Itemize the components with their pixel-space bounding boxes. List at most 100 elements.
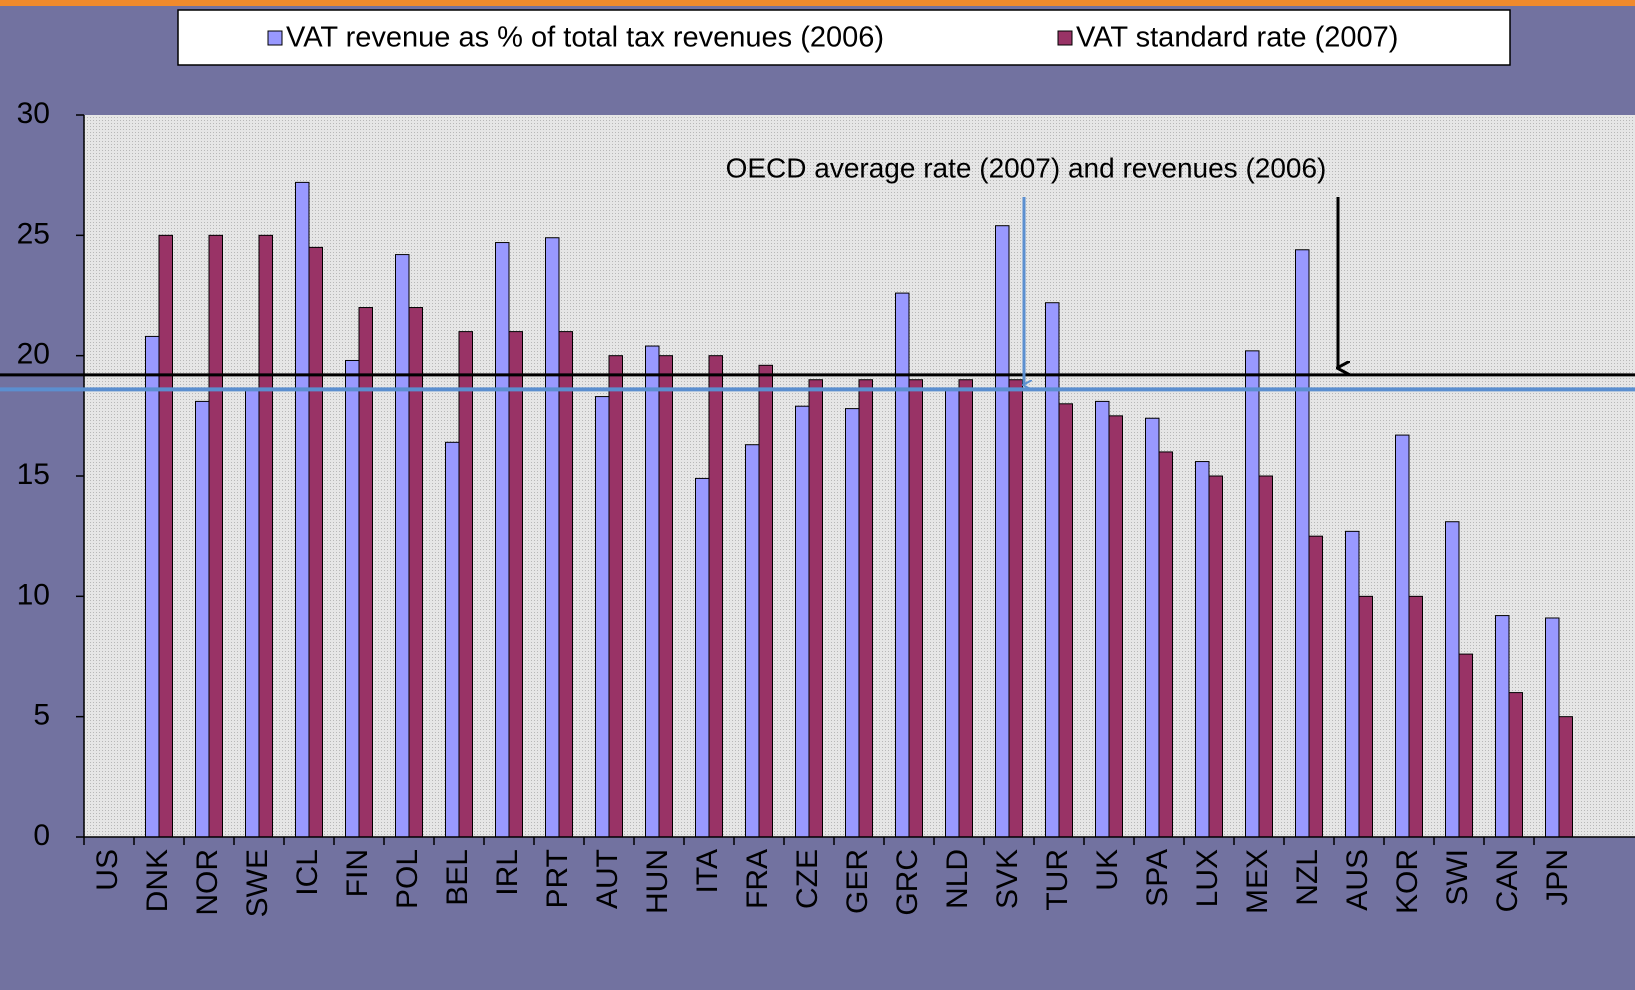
bar (745, 444, 760, 838)
x-tick-label: JPN (1541, 849, 1574, 906)
bar (1045, 302, 1060, 838)
x-tick-label: DNK (141, 849, 174, 912)
bar (395, 254, 410, 838)
bar (1145, 417, 1160, 838)
x-tick-label: HUN (641, 849, 674, 914)
bar (495, 242, 510, 838)
x-tick-label: FIN (341, 849, 374, 897)
bar (1195, 461, 1210, 838)
x-tick-label: NOR (191, 849, 224, 916)
bar (208, 234, 223, 838)
bar (945, 388, 960, 838)
bar (1008, 379, 1023, 838)
bar (158, 234, 173, 838)
bar (708, 355, 723, 838)
x-tick-label: AUS (1341, 849, 1374, 911)
bar (558, 331, 573, 838)
bar (1208, 475, 1223, 838)
bar (1295, 249, 1310, 838)
bar (1095, 400, 1110, 838)
y-tick-label: 10 (17, 578, 50, 611)
bar (858, 379, 873, 838)
x-tick-label: SPA (1141, 849, 1174, 907)
x-tick-label: PRT (541, 849, 574, 908)
y-tick-label: 30 (17, 97, 50, 130)
bar (908, 379, 923, 838)
x-tick-label: FRA (741, 849, 774, 909)
bar (295, 181, 310, 838)
bar (408, 307, 423, 838)
x-tick-label: US (91, 849, 124, 891)
x-tick-label: NLD (941, 849, 974, 909)
legend-swatch (267, 30, 283, 46)
bar (595, 396, 610, 838)
bar (1245, 350, 1260, 838)
y-tick-label: 15 (17, 458, 50, 491)
bar (245, 388, 260, 838)
bar (845, 408, 860, 838)
bar (645, 345, 660, 838)
bar (345, 359, 360, 838)
bar (1308, 535, 1323, 838)
bar (995, 225, 1010, 838)
x-tick-label: SWI (1441, 849, 1474, 906)
x-tick-label: CZE (791, 849, 824, 909)
x-tick-label: BEL (441, 849, 474, 906)
x-tick-label: CAN (1491, 849, 1524, 912)
x-tick-label: POL (391, 849, 424, 909)
bar (1158, 451, 1173, 838)
bar (1445, 521, 1460, 838)
x-tick-label: IRL (491, 849, 524, 896)
x-tick-label: NZL (1291, 849, 1324, 906)
x-tick-label: ITA (691, 849, 724, 893)
bar (308, 246, 323, 838)
bar (1108, 415, 1123, 838)
bar (1408, 595, 1423, 838)
top-border (0, 0, 1635, 6)
x-tick-label: LUX (1191, 849, 1224, 907)
chart-layer: VAT revenue as % of total tax revenues (… (0, 22, 1635, 917)
y-tick-label: 0 (33, 819, 50, 852)
x-tick-label: GRC (891, 849, 924, 916)
bar (358, 307, 373, 838)
x-tick-label: MEX (1241, 849, 1274, 914)
y-tick-label: 5 (33, 699, 50, 732)
bar (795, 405, 810, 838)
x-tick-label: GER (841, 849, 874, 914)
bar (1258, 475, 1273, 838)
x-tick-label: UK (1091, 849, 1124, 891)
legend-label: VAT revenue as % of total tax revenues (… (286, 22, 884, 54)
bar (958, 379, 973, 838)
bar (1545, 617, 1560, 838)
bar (508, 331, 523, 838)
bar (1058, 403, 1073, 838)
bar (1508, 692, 1523, 838)
bar (608, 355, 623, 838)
x-tick-label: TUR (1041, 849, 1074, 911)
bar (1395, 434, 1410, 838)
legend-swatch (1057, 30, 1073, 46)
legend (177, 9, 1511, 66)
x-tick-label: AUT (591, 849, 624, 909)
legend-label: VAT standard rate (2007) (1076, 22, 1398, 54)
x-tick-label: SVK (991, 849, 1024, 909)
bar (545, 237, 560, 838)
bar (1345, 530, 1360, 838)
y-tick-label: 20 (17, 338, 50, 371)
bar (145, 335, 160, 838)
y-tick-label: 25 (17, 217, 50, 250)
x-tick-label: KOR (1391, 849, 1424, 914)
bar (695, 477, 710, 838)
bar (445, 441, 460, 838)
bar (1558, 716, 1573, 838)
annotation: OECD average rate (2007) and revenues (2… (726, 152, 1327, 183)
bar (1458, 653, 1473, 838)
bar (458, 331, 473, 838)
bar (195, 400, 210, 838)
bar (808, 379, 823, 838)
x-tick-label: ICL (291, 849, 324, 896)
bar (758, 364, 773, 838)
bar (658, 355, 673, 838)
